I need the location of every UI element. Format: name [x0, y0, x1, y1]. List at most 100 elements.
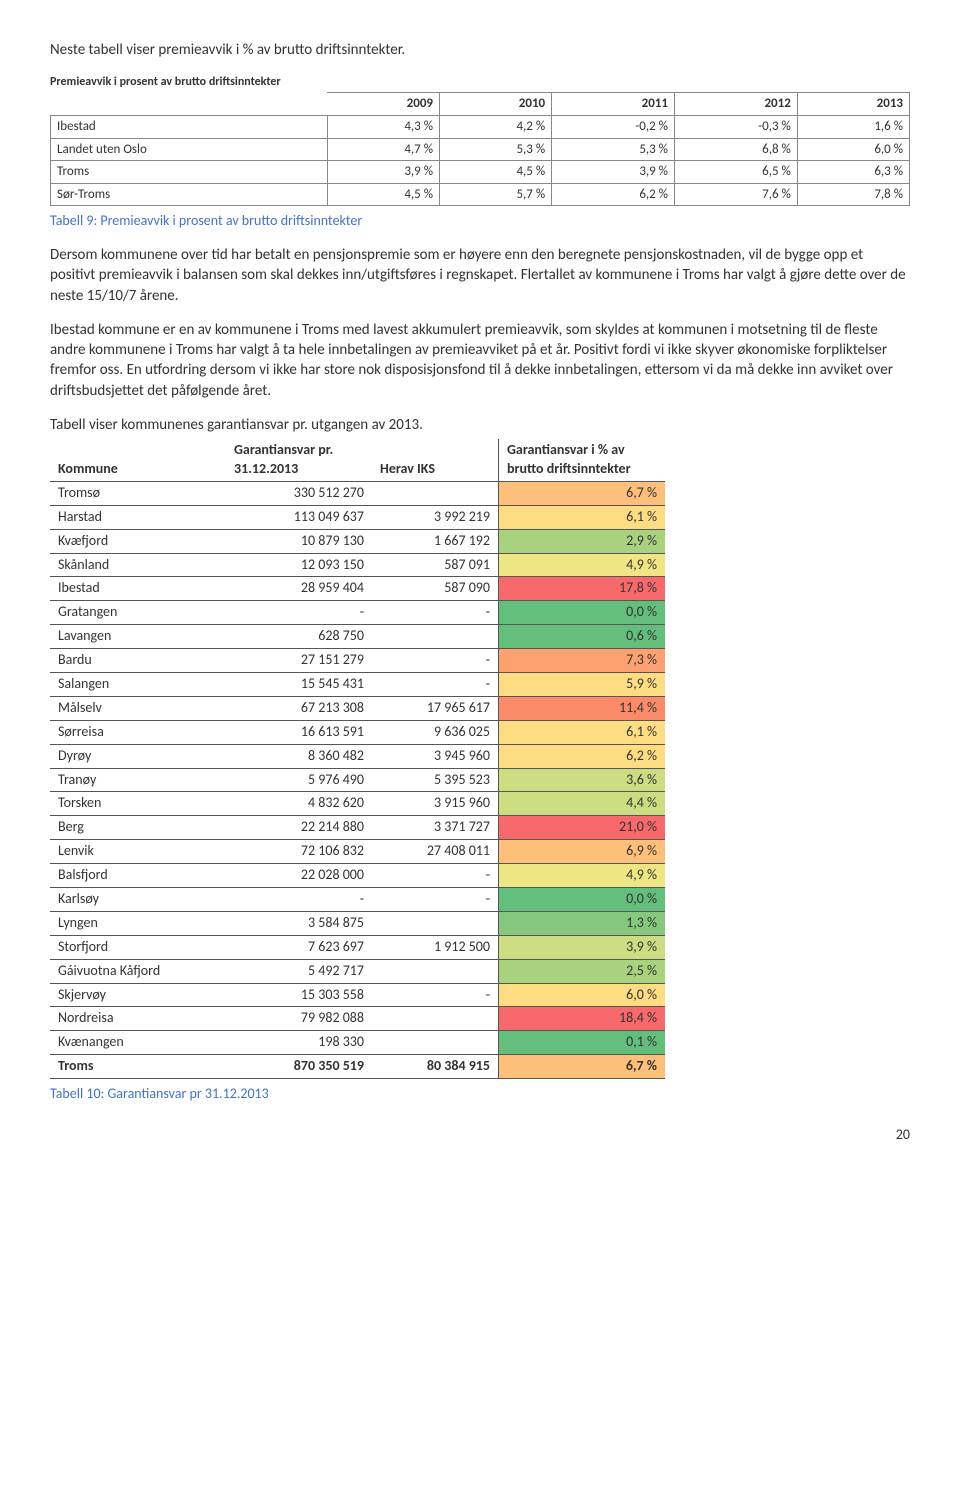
- paragraph-1: Dersom kommunene over tid har betalt en …: [50, 245, 910, 306]
- pct-cell: 6,1 %: [499, 505, 666, 529]
- cell-value: -0,3 %: [674, 115, 797, 138]
- garanti-cell: 5 976 490: [226, 768, 372, 792]
- cell-value: 6,3 %: [797, 161, 909, 184]
- table1-caption: Tabell 9: Premieavvik i prosent av brutt…: [50, 212, 910, 231]
- garantiansvar-table: Kommune Garantiansvar pr. 31.12.2013 Her…: [50, 439, 665, 1079]
- kommune-cell: Dyrøy: [50, 744, 226, 768]
- year-col: 2010: [440, 93, 552, 116]
- total-pct: 6,7 %: [499, 1055, 666, 1079]
- iks-cell: 9 636 025: [372, 720, 499, 744]
- garanti-cell: 12 093 150: [226, 553, 372, 577]
- kommune-cell: Målselv: [50, 696, 226, 720]
- iks-cell: [372, 1007, 499, 1031]
- pct-cell: 4,4 %: [499, 792, 666, 816]
- garanti-cell: 27 151 279: [226, 649, 372, 673]
- year-col: 2013: [797, 93, 909, 116]
- kommune-cell: Kvænangen: [50, 1031, 226, 1055]
- iks-cell: 587 091: [372, 553, 499, 577]
- premieavvik-table: 20092010201120122013 Ibestad4,3 %4,2 %-0…: [50, 92, 910, 206]
- kommune-cell: Salangen: [50, 672, 226, 696]
- cell-value: 3,9 %: [552, 161, 675, 184]
- pct-cell: 18,4 %: [499, 1007, 666, 1031]
- pct-cell: 0,0 %: [499, 887, 666, 911]
- iks-cell: [372, 481, 499, 505]
- total-label: Troms: [50, 1055, 226, 1079]
- paragraph-3: Tabell viser kommunenes garantiansvar pr…: [50, 415, 910, 435]
- cell-value: 4,3 %: [327, 115, 439, 138]
- garanti-cell: 330 512 270: [226, 481, 372, 505]
- kommune-cell: Skånland: [50, 553, 226, 577]
- row-label: Troms: [51, 161, 328, 184]
- iks-cell: 3 915 960: [372, 792, 499, 816]
- iks-cell: [372, 1031, 499, 1055]
- iks-cell: 3 371 727: [372, 816, 499, 840]
- pct-cell: 17,8 %: [499, 577, 666, 601]
- kommune-cell: Tromsø: [50, 481, 226, 505]
- kommune-cell: Storfjord: [50, 935, 226, 959]
- pct-cell: 6,0 %: [499, 983, 666, 1007]
- garanti-cell: 67 213 308: [226, 696, 372, 720]
- year-col: 2009: [327, 93, 439, 116]
- paragraph-2: Ibestad kommune er en av kommunene i Tro…: [50, 320, 910, 401]
- garanti-cell: 198 330: [226, 1031, 372, 1055]
- pct-cell: 4,9 %: [499, 553, 666, 577]
- cell-value: 5,3 %: [440, 138, 552, 161]
- kommune-cell: Berg: [50, 816, 226, 840]
- total-garanti: 870 350 519: [226, 1055, 372, 1079]
- iks-cell: 17 965 617: [372, 696, 499, 720]
- cell-value: 3,9 %: [327, 161, 439, 184]
- kommune-cell: Torsken: [50, 792, 226, 816]
- kommune-cell: Balsfjord: [50, 864, 226, 888]
- pct-cell: 1,3 %: [499, 911, 666, 935]
- garanti-cell: 4 832 620: [226, 792, 372, 816]
- cell-value: 4,7 %: [327, 138, 439, 161]
- iks-cell: [372, 625, 499, 649]
- pct-cell: 2,5 %: [499, 959, 666, 983]
- pct-cell: 5,9 %: [499, 672, 666, 696]
- kommune-cell: Bardu: [50, 649, 226, 673]
- table2-caption: Tabell 10: Garantiansvar pr 31.12.2013: [50, 1085, 910, 1104]
- kommune-cell: Lavangen: [50, 625, 226, 649]
- pct-cell: 0,0 %: [499, 601, 666, 625]
- page-number: 20: [50, 1126, 910, 1145]
- iks-cell: -: [372, 672, 499, 696]
- garanti-cell: 22 214 880: [226, 816, 372, 840]
- garanti-cell: 628 750: [226, 625, 372, 649]
- cell-value: 4,2 %: [440, 115, 552, 138]
- cell-value: -0,2 %: [552, 115, 675, 138]
- cell-value: 6,2 %: [552, 183, 675, 206]
- row-label: Ibestad: [51, 115, 328, 138]
- kommune-cell: Gáivuotna Kåfjord: [50, 959, 226, 983]
- pct-cell: 0,1 %: [499, 1031, 666, 1055]
- cell-value: 5,7 %: [440, 183, 552, 206]
- garanti-cell: -: [226, 601, 372, 625]
- year-col: 2011: [552, 93, 675, 116]
- cell-value: 1,6 %: [797, 115, 909, 138]
- kommune-cell: Lyngen: [50, 911, 226, 935]
- year-col: 2012: [674, 93, 797, 116]
- pct-cell: 7,3 %: [499, 649, 666, 673]
- iks-cell: -: [372, 983, 499, 1007]
- cell-value: 5,3 %: [552, 138, 675, 161]
- iks-cell: -: [372, 864, 499, 888]
- garanti-cell: 8 360 482: [226, 744, 372, 768]
- pct-cell: 6,1 %: [499, 720, 666, 744]
- garanti-cell: 28 959 404: [226, 577, 372, 601]
- pct-cell: 4,9 %: [499, 864, 666, 888]
- kommune-cell: Gratangen: [50, 601, 226, 625]
- table1-title: Premieavvik i prosent av brutto driftsin…: [50, 74, 910, 90]
- iks-cell: -: [372, 601, 499, 625]
- garanti-cell: -: [226, 887, 372, 911]
- garanti-cell: 16 613 591: [226, 720, 372, 744]
- kommune-cell: Tranøy: [50, 768, 226, 792]
- iks-cell: [372, 911, 499, 935]
- kommune-cell: Kvæfjord: [50, 529, 226, 553]
- kommune-cell: Skjervøy: [50, 983, 226, 1007]
- cell-value: 6,8 %: [674, 138, 797, 161]
- pct-cell: 0,6 %: [499, 625, 666, 649]
- garanti-cell: 15 545 431: [226, 672, 372, 696]
- garanti-cell: 7 623 697: [226, 935, 372, 959]
- iks-cell: 3 992 219: [372, 505, 499, 529]
- col-pct: Garantiansvar i % av brutto driftsinntek…: [499, 439, 666, 481]
- pct-cell: 3,6 %: [499, 768, 666, 792]
